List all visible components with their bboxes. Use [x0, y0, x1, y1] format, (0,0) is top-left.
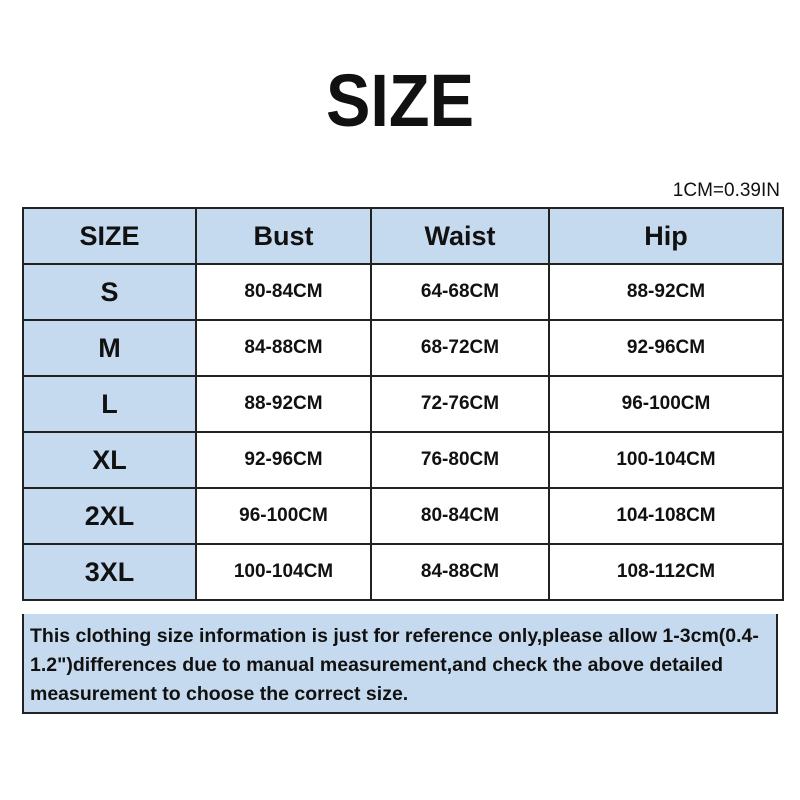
table-row: XL 92-96CM 76-80CM 100-104CM — [22, 431, 784, 489]
cell-size: S — [22, 263, 197, 321]
cell-hip: 96-100CM — [548, 375, 784, 433]
cell-bust: 100-104CM — [195, 543, 372, 601]
cell-hip: 100-104CM — [548, 431, 784, 489]
cell-waist: 76-80CM — [370, 431, 550, 489]
unit-conversion: 1CM=0.39IN — [672, 180, 780, 201]
header-size: SIZE — [22, 207, 197, 265]
size-note: This clothing size information is just f… — [22, 614, 778, 714]
table-row: L 88-92CM 72-76CM 96-100CM — [22, 375, 784, 433]
cell-waist: 80-84CM — [370, 487, 550, 545]
cell-bust: 92-96CM — [195, 431, 372, 489]
cell-hip: 104-108CM — [548, 487, 784, 545]
cell-waist: 84-88CM — [370, 543, 550, 601]
table-row: M 84-88CM 68-72CM 92-96CM — [22, 319, 784, 377]
cell-size: L — [22, 375, 197, 433]
cell-size: XL — [22, 431, 197, 489]
table-header-row: SIZE Bust Waist Hip — [22, 207, 784, 265]
size-table: SIZE Bust Waist Hip S 80-84CM 64-68CM 88-92… — [22, 207, 784, 601]
cell-bust: 88-92CM — [195, 375, 372, 433]
cell-bust: 84-88CM — [195, 319, 372, 377]
cell-hip: 92-96CM — [548, 319, 784, 377]
header-bust: Bust — [195, 207, 372, 265]
page-title: SIZE — [325, 59, 475, 142]
cell-waist: 64-68CM — [370, 263, 550, 321]
cell-hip: 88-92CM — [548, 263, 784, 321]
cell-waist: 68-72CM — [370, 319, 550, 377]
cell-size: 3XL — [22, 543, 197, 601]
cell-hip: 108-112CM — [548, 543, 784, 601]
cell-waist: 72-76CM — [370, 375, 550, 433]
header-waist: Waist — [370, 207, 550, 265]
cell-bust: 80-84CM — [195, 263, 372, 321]
cell-size: 2XL — [22, 487, 197, 545]
table-row: 3XL 100-104CM 84-88CM 108-112CM — [22, 543, 784, 601]
cell-size: M — [22, 319, 197, 377]
cell-bust: 96-100CM — [195, 487, 372, 545]
table-row: 2XL 96-100CM 80-84CM 104-108CM — [22, 487, 784, 545]
table-row: S 80-84CM 64-68CM 88-92CM — [22, 263, 784, 321]
header-hip: Hip — [548, 207, 784, 265]
